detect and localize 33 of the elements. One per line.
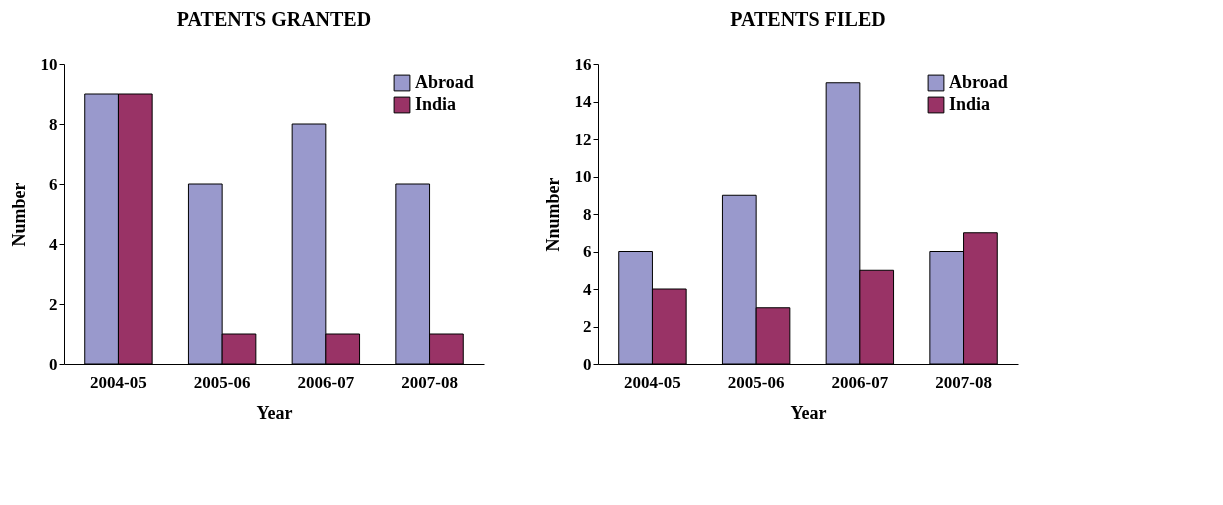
x-tick-label: 2006-07	[831, 372, 889, 392]
x-tick-label: 2005-06	[193, 372, 251, 392]
y-tick-label: 4	[49, 234, 58, 254]
y-tick-label: 0	[583, 354, 592, 374]
legend-label: Abroad	[415, 72, 474, 92]
y-tick-label: 2	[49, 294, 58, 314]
y-tick-label: 10	[40, 54, 58, 74]
chart-title: PATENTS FILED	[730, 8, 886, 30]
x-tick-label: 2007-08	[401, 372, 458, 392]
y-tick-label: 6	[49, 174, 58, 194]
y-axis-title: Number	[8, 182, 29, 247]
y-tick-label: 16	[574, 54, 592, 74]
x-tick-label: 2004-05	[90, 372, 147, 392]
y-tick-label: 6	[583, 242, 592, 261]
x-tick-label: 2006-07	[297, 372, 355, 392]
chart-title: PATENTS GRANTED	[176, 8, 372, 30]
legend-label: India	[415, 94, 457, 114]
x-tick-label: 2004-05	[624, 372, 681, 392]
y-axis-title: Nnumber	[542, 177, 563, 252]
y-tick-label: 2	[583, 317, 592, 336]
legend-label: India	[949, 94, 991, 114]
y-tick-label: 12	[574, 129, 592, 149]
y-tick-label: 4	[583, 279, 592, 299]
y-tick-label: 0	[49, 354, 58, 374]
x-axis-title: Year	[256, 402, 293, 423]
x-axis-title: Year	[790, 402, 827, 423]
x-tick-label: 2007-08	[935, 372, 992, 392]
y-tick-label: 10	[574, 167, 592, 186]
x-tick-label: 2005-06	[727, 372, 785, 392]
y-tick-label: 8	[49, 114, 58, 134]
y-tick-label: 8	[583, 204, 592, 224]
legend-label: Abroad	[949, 72, 1008, 92]
y-tick-label: 14	[574, 92, 592, 111]
